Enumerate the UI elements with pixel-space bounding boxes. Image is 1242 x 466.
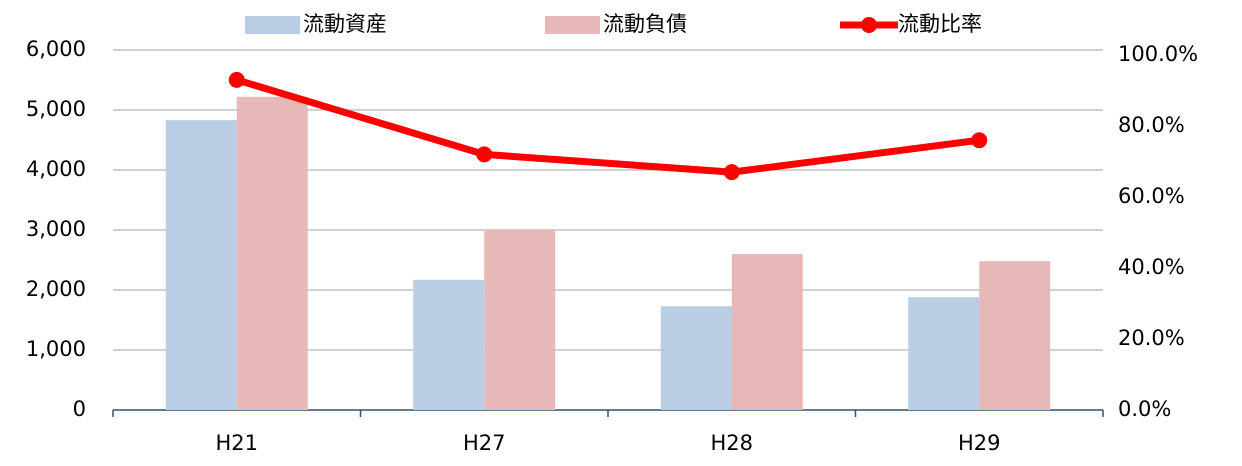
y2-tick-label: 0.0% <box>1118 397 1171 421</box>
y2-tick-label: 60.0% <box>1118 184 1185 208</box>
line-marker <box>476 146 493 163</box>
line-marker <box>228 71 245 88</box>
bar <box>236 96 308 411</box>
y2-tick-label: 100.0% <box>1118 42 1198 66</box>
bar <box>484 230 556 410</box>
y-tick-label: 4,000 <box>26 157 86 181</box>
line <box>235 76 980 176</box>
y-tick-label: 3,000 <box>26 217 86 241</box>
x-tick-label: H27 <box>463 431 506 455</box>
legend-label: 流動比率 <box>898 12 982 36</box>
legend-swatch <box>861 17 877 33</box>
bar <box>979 261 1051 410</box>
line-marker <box>723 164 740 181</box>
bar <box>165 120 237 410</box>
line-marker <box>971 132 988 149</box>
y-tick-label: 6,000 <box>26 37 86 61</box>
bar <box>660 306 732 410</box>
y-tick-label: 0 <box>73 397 86 421</box>
x-tick-label: H29 <box>958 431 1001 455</box>
y2-tick-label: 20.0% <box>1118 326 1185 350</box>
y-tick-label: 1,000 <box>26 337 86 361</box>
legend-swatch <box>245 16 300 34</box>
bar <box>413 279 485 410</box>
x-tick-label: H21 <box>215 431 258 455</box>
legend-swatch <box>545 16 600 34</box>
y-tick-label: 5,000 <box>26 97 86 121</box>
legend-label: 流動資産 <box>303 12 387 36</box>
bar <box>731 254 803 410</box>
x-tick-label: H28 <box>710 431 753 455</box>
bar <box>908 297 980 410</box>
y-tick-label: 2,000 <box>26 277 86 301</box>
y2-tick-label: 40.0% <box>1118 255 1185 279</box>
y2-tick-label: 80.0% <box>1118 113 1185 137</box>
legend-label: 流動負債 <box>603 12 687 36</box>
